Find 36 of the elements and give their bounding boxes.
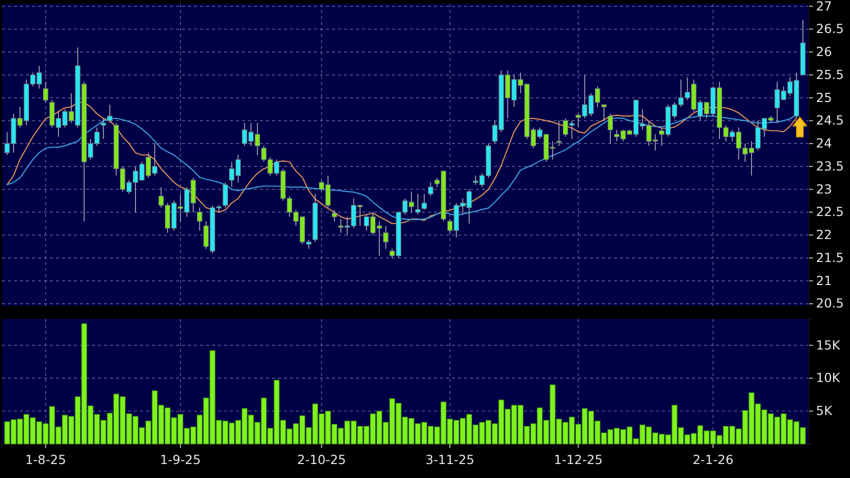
x-tick-label: 1-9-25 (160, 452, 201, 467)
y-tick-label: 26 (816, 44, 832, 60)
y-tick-label: 22.5 (816, 204, 844, 220)
candlestick (608, 113, 613, 144)
x-tick-label: 1-8-25 (25, 452, 66, 467)
y-tick-label: 23.5 (816, 158, 844, 174)
y-tick-label: 22 (816, 227, 832, 242)
candlestick (428, 182, 434, 197)
candlestick (107, 104, 112, 124)
x-tick-label: 1-12-25 (554, 452, 603, 467)
candlestick (332, 209, 338, 222)
candlestick (43, 81, 48, 103)
candlestick (100, 118, 106, 140)
y-tick-label: 24 (816, 136, 832, 151)
y-tick-label: 25.5 (816, 66, 844, 82)
candlestick (422, 193, 427, 210)
candlestick (222, 182, 228, 208)
y-tick-label: 10K (816, 370, 841, 386)
candlestick (383, 225, 388, 250)
y-tick-label: 20.5 (816, 296, 844, 311)
y-tick-label: 25 (816, 90, 832, 105)
y-tick-label: 24.5 (816, 112, 844, 128)
y-tick-label: 27 (816, 0, 832, 14)
y-tick-label: 26.5 (816, 21, 844, 36)
y-tick-label: 15K (816, 337, 841, 352)
y-tick-label: 5K (816, 403, 833, 418)
candlestick (556, 120, 562, 146)
y-tick-label: 23 (816, 181, 832, 196)
candlestick (197, 207, 202, 231)
candlestick (601, 104, 607, 122)
x-tick-label: 3-11-25 (426, 452, 474, 467)
y-tick-label: 21 (816, 272, 832, 288)
candlestick (415, 193, 420, 215)
x-tick-label: 2-10-25 (297, 452, 346, 467)
x-tick-label: 2-1-26 (692, 452, 734, 467)
y-tick-label: 21.5 (816, 250, 844, 265)
